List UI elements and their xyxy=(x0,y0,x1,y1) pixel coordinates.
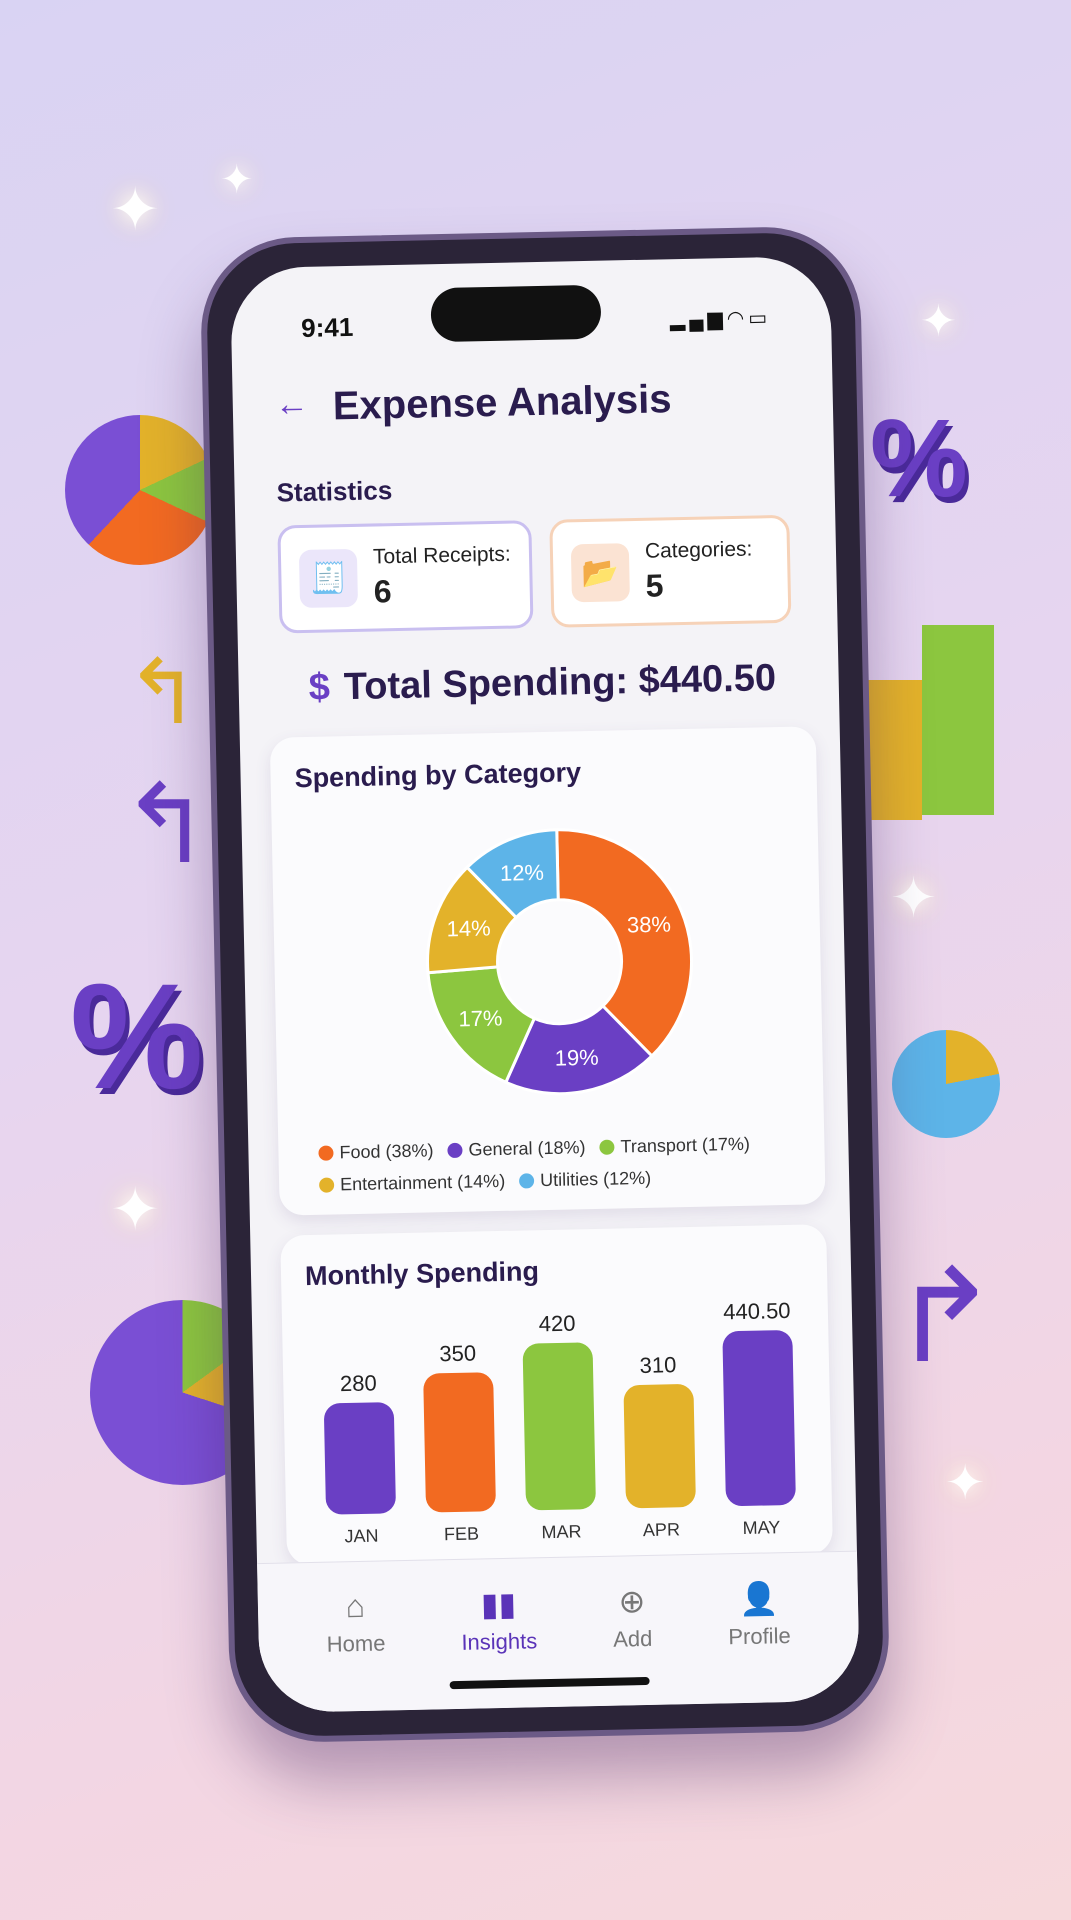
total-receipts-card: 🧾 Total Receipts: 6 xyxy=(277,520,534,634)
sparkle-decoration: ✦ xyxy=(890,866,937,929)
donut-label: 12% xyxy=(500,860,545,886)
legend-label: Transport (17%) xyxy=(620,1133,751,1157)
x-tick-label: FEB xyxy=(444,1524,479,1545)
legend-dot xyxy=(318,1177,335,1193)
folder-icon: 📂 xyxy=(570,543,630,603)
donut-slice-general xyxy=(503,1003,655,1096)
x-tick-label: APR xyxy=(643,1519,680,1540)
card-value: 6 xyxy=(373,572,392,609)
card-label: Total Receipts: xyxy=(372,542,511,569)
legend-label: Food (38%) xyxy=(339,1140,434,1163)
sparkle-decoration: ✦ xyxy=(110,176,161,243)
bar-may xyxy=(722,1330,796,1506)
bar-value-label: 310 xyxy=(639,1352,676,1378)
legend-dot xyxy=(599,1139,615,1155)
x-tick-label: MAY xyxy=(742,1517,780,1538)
bar-value-label: 350 xyxy=(439,1340,476,1366)
donut-label: 17% xyxy=(458,1005,503,1031)
bar-chart: 280 JAN 350 FEB 420 MAR 310 APR 440.50 MAY xyxy=(324,1298,796,1547)
arrow-up-icon: ↰ xyxy=(120,763,213,886)
nav-item-home[interactable]: ⌂ Home xyxy=(326,1587,387,1711)
sparkle-decoration: ✦ xyxy=(920,297,957,346)
sparkle-decoration: ✦ xyxy=(110,1176,161,1243)
categories-card: 📂 Categories: 5 xyxy=(549,514,792,628)
bar-value-label: 420 xyxy=(538,1311,575,1337)
nav-label: Home xyxy=(326,1630,386,1657)
nav-item-profile[interactable]: 👤 Profile xyxy=(727,1579,792,1703)
bar-value-label: 440.50 xyxy=(723,1298,791,1324)
percent-icon: % xyxy=(870,397,968,520)
legend-label: Entertainment (14%) xyxy=(339,1170,506,1195)
percent-icon: % xyxy=(70,952,204,1120)
donut-chart: 38% 19% 17% 14% 12% xyxy=(426,828,694,1096)
arrow-up-icon: ↱ xyxy=(890,1243,999,1389)
legend-label: General (18%) xyxy=(468,1137,586,1160)
page-title: Expense Analysis xyxy=(332,377,672,429)
chart-title: Spending by Category xyxy=(294,757,582,794)
monthly-spending-card: Monthly Spending 280 JAN 350 FEB 420 MAR 310 AP… xyxy=(280,1224,833,1566)
nav-label: Add xyxy=(612,1625,653,1652)
pie-chart-icon xyxy=(892,1030,1000,1138)
legend-dot xyxy=(318,1145,334,1161)
nav-label: Profile xyxy=(728,1623,791,1650)
chart-legend: Food (38%) General (18%) Transport (17%) En… xyxy=(318,1127,805,1201)
chart-title: Monthly Spending xyxy=(304,1256,540,1292)
arrow-left-icon[interactable]: ← xyxy=(274,384,310,424)
legend-dot xyxy=(519,1173,535,1189)
card-value: 5 xyxy=(645,566,664,604)
app-screen: 9:41 ▂▄▆◠▭ ← Expense Analysis Statistics… xyxy=(229,255,861,1714)
bar-chart-icon: ▮▮ xyxy=(480,1585,517,1623)
wifi-icon: ◠ xyxy=(726,307,749,331)
bar-apr xyxy=(623,1384,696,1509)
donut-slice-food xyxy=(555,828,694,1059)
legend-item: Entertainment (14%) xyxy=(318,1170,506,1195)
legend-item: Utilities (12%) xyxy=(519,1168,651,1191)
spending-by-category-card: Spending by Category 38% 19% 17% 14% 12% Foo… xyxy=(269,726,826,1216)
legend-label: Utilities (12%) xyxy=(539,1167,652,1191)
total-spending-text: Total Spending: $440.50 xyxy=(343,657,777,709)
x-tick-label: JAN xyxy=(344,1526,378,1547)
x-tick-label: MAR xyxy=(541,1521,581,1542)
nav-label: Insights xyxy=(461,1628,538,1655)
nav-item-insights[interactable]: ▮▮ Insights xyxy=(460,1584,538,1709)
bar-mar xyxy=(522,1342,596,1511)
legend-item: Food (38%) xyxy=(318,1140,434,1163)
home-icon: ⌂ xyxy=(345,1587,366,1625)
sparkle-decoration: ✦ xyxy=(220,158,254,202)
status-time: 9:41 xyxy=(300,311,354,343)
dollar-icon: $ xyxy=(308,666,331,709)
nav-item-add[interactable]: ⊕ Add xyxy=(612,1582,654,1706)
statistics-heading: Statistics xyxy=(276,475,393,508)
donut-label: 19% xyxy=(554,1045,599,1071)
battery-icon: ▭ xyxy=(747,307,772,330)
dynamic-island xyxy=(430,284,602,343)
legend-dot xyxy=(447,1142,463,1159)
user-icon: 👤 xyxy=(738,1580,779,1618)
bar-feb xyxy=(423,1372,496,1513)
sparkle-decoration: ✦ xyxy=(945,1457,986,1510)
signal-icon: ▂▄▆ xyxy=(669,308,727,332)
arrow-up-icon: ↰ xyxy=(125,643,201,743)
bar-value-label: 280 xyxy=(340,1370,377,1396)
receipt-icon: 🧾 xyxy=(298,548,359,609)
bar-jan xyxy=(324,1402,396,1515)
card-label: Categories: xyxy=(644,537,753,563)
donut-label: 38% xyxy=(627,912,672,938)
pie-chart-icon xyxy=(65,415,215,565)
legend-item: General (18%) xyxy=(447,1137,586,1160)
donut-label: 14% xyxy=(446,915,491,941)
total-spending: $ Total Spending: $440.50 xyxy=(308,657,776,710)
bar-3d-icon xyxy=(922,625,994,815)
bottom-nav: ⌂ Home ▮▮ Insights ⊕ Add 👤 Profile xyxy=(257,1550,861,1714)
legend-item: Transport (17%) xyxy=(599,1134,750,1157)
plus-circle-icon: ⊕ xyxy=(618,1583,646,1620)
phone-frame: 9:41 ▂▄▆◠▭ ← Expense Analysis Statistics… xyxy=(199,225,891,1744)
donut-slice-utilities xyxy=(465,828,560,920)
